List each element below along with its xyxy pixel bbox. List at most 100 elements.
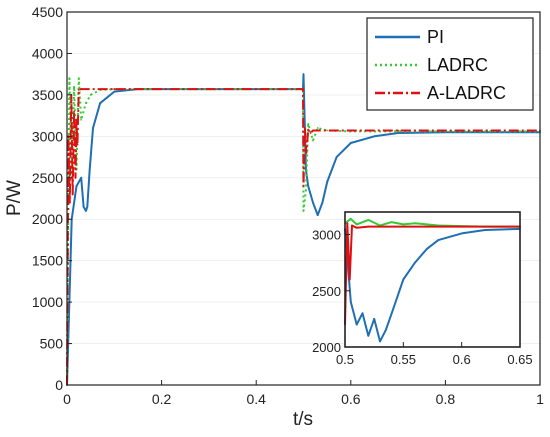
y-tick-label: 1500 <box>32 253 63 269</box>
inset-plot-frame <box>344 211 521 348</box>
data-point-ladrc <box>85 102 87 105</box>
data-point-pi <box>397 132 399 134</box>
data-point-ladrc <box>316 127 319 129</box>
y-tick-label: 2000 <box>32 211 63 227</box>
data-point-a-ladrc <box>348 278 351 281</box>
data-point-a-ladrc <box>71 193 74 196</box>
data-point-ladrc <box>68 77 71 80</box>
data-point-a-ladrc <box>491 129 494 132</box>
data-point-a-ladrc <box>160 88 163 90</box>
data-point-pi <box>113 90 116 93</box>
inset-plot-area <box>345 212 520 347</box>
data-point-pi <box>92 127 94 129</box>
data-point-pi <box>425 248 428 251</box>
data-point-a-ladrc <box>444 129 447 132</box>
data-point-ladrc <box>349 217 352 220</box>
data-point-pi <box>82 205 85 208</box>
data-point-ladrc <box>77 77 80 80</box>
x-tick-label: 0.6 <box>453 352 471 367</box>
data-point-pi <box>316 214 319 216</box>
x-tick-label: 0.8 <box>436 391 456 407</box>
data-point-a-ladrc <box>312 129 314 132</box>
y-tick-label: 2500 <box>312 284 341 299</box>
data-point-a-ladrc <box>402 225 405 228</box>
data-point-a-ladrc <box>304 127 306 129</box>
data-point-a-ladrc <box>397 129 399 132</box>
data-point-pi <box>402 278 405 281</box>
x-tick-label: 0.65 <box>507 352 532 367</box>
y-tick-label: 3000 <box>312 228 341 243</box>
legend-label-ladrc: LADRC <box>427 55 488 75</box>
inset-y-ticks: 2000 2500 3000 <box>312 228 350 355</box>
y-tick-label: 3500 <box>32 87 63 103</box>
data-point-pi <box>396 295 399 298</box>
y-tick-label: 2000 <box>312 340 341 355</box>
y-tick-label: 3000 <box>32 128 63 144</box>
x-tick-label: 0 <box>63 391 71 407</box>
data-point-a-ladrc <box>305 152 308 154</box>
data-point-a-ladrc <box>255 88 258 90</box>
x-tick-label: 1 <box>536 391 544 407</box>
data-point-a-ladrc <box>208 88 210 90</box>
data-point-pi <box>484 229 486 231</box>
data-point-a-ladrc <box>307 128 310 131</box>
data-point-a-ladrc <box>346 222 349 225</box>
data-point-pi <box>437 239 440 242</box>
data-point-ladrc <box>304 189 307 192</box>
data-point-pi <box>86 205 89 208</box>
x-tick-label: 0.6 <box>341 391 361 407</box>
data-point-a-ladrc <box>74 176 77 179</box>
y-tick-label: 0 <box>55 377 63 393</box>
x-tick-label: 0.55 <box>391 352 416 367</box>
data-point-pi <box>312 201 314 204</box>
data-point-ladrc <box>302 210 305 212</box>
data-point-ladrc <box>307 123 310 125</box>
data-point-pi <box>390 312 393 315</box>
data-point-a-ladrc <box>80 88 83 90</box>
data-point-pi <box>355 323 358 326</box>
data-point-pi <box>367 334 370 337</box>
data-point-ladrc <box>312 139 314 142</box>
main-plot-frame <box>66 11 541 386</box>
data-point-pi <box>88 168 91 171</box>
data-point-pi <box>335 156 338 158</box>
data-point-a-ladrc <box>355 226 358 229</box>
data-point-a-ladrc <box>113 88 116 90</box>
x-axis-label: t/s <box>293 409 313 430</box>
legend-label-pi: PI <box>427 27 444 47</box>
data-point-a-ladrc <box>351 224 353 227</box>
main-x-ticks: 0 0.2 0.4 0.6 0.8 1 <box>63 380 544 407</box>
inset-x-ticks: 0.5 0.55 0.6 0.65 <box>336 342 533 367</box>
x-tick-label: 0.4 <box>246 391 266 407</box>
data-point-pi <box>460 232 463 235</box>
data-point-pi <box>361 312 364 315</box>
inset-series-lines <box>344 217 521 343</box>
data-point-a-ladrc <box>77 89 80 91</box>
data-point-pi <box>373 317 376 320</box>
y-tick-label: 500 <box>40 336 64 352</box>
data-point-pi <box>99 102 102 105</box>
data-point-ladrc <box>80 118 83 121</box>
data-point-pi <box>379 340 381 343</box>
data-point-a-ladrc <box>302 185 305 187</box>
x-tick-label: 0.5 <box>336 352 354 367</box>
data-point-a-ladrc <box>349 129 352 132</box>
legend: PI LADRC A-LADRC <box>366 17 534 111</box>
main-y-ticks: 0 500 1000 1500 2000 2500 3000 3500 4000 4500 <box>32 4 72 393</box>
y-axis-label: P/W <box>4 180 25 216</box>
data-point-a-ladrc <box>68 201 71 204</box>
data-point-a-ladrc <box>302 88 304 90</box>
data-point-ladrc <box>326 129 329 132</box>
data-point-pi <box>321 201 324 204</box>
data-point-a-ladrc <box>73 110 75 113</box>
data-point-ladrc <box>414 222 416 225</box>
data-point-ladrc <box>73 85 75 88</box>
data-point-pi <box>80 176 83 179</box>
data-point-pi <box>75 185 78 187</box>
data-point-pi <box>373 135 376 138</box>
y-tick-label: 2500 <box>32 170 63 186</box>
data-point-pi <box>307 185 310 187</box>
y-tick-label: 4000 <box>32 45 63 61</box>
data-point-ladrc <box>89 93 92 96</box>
